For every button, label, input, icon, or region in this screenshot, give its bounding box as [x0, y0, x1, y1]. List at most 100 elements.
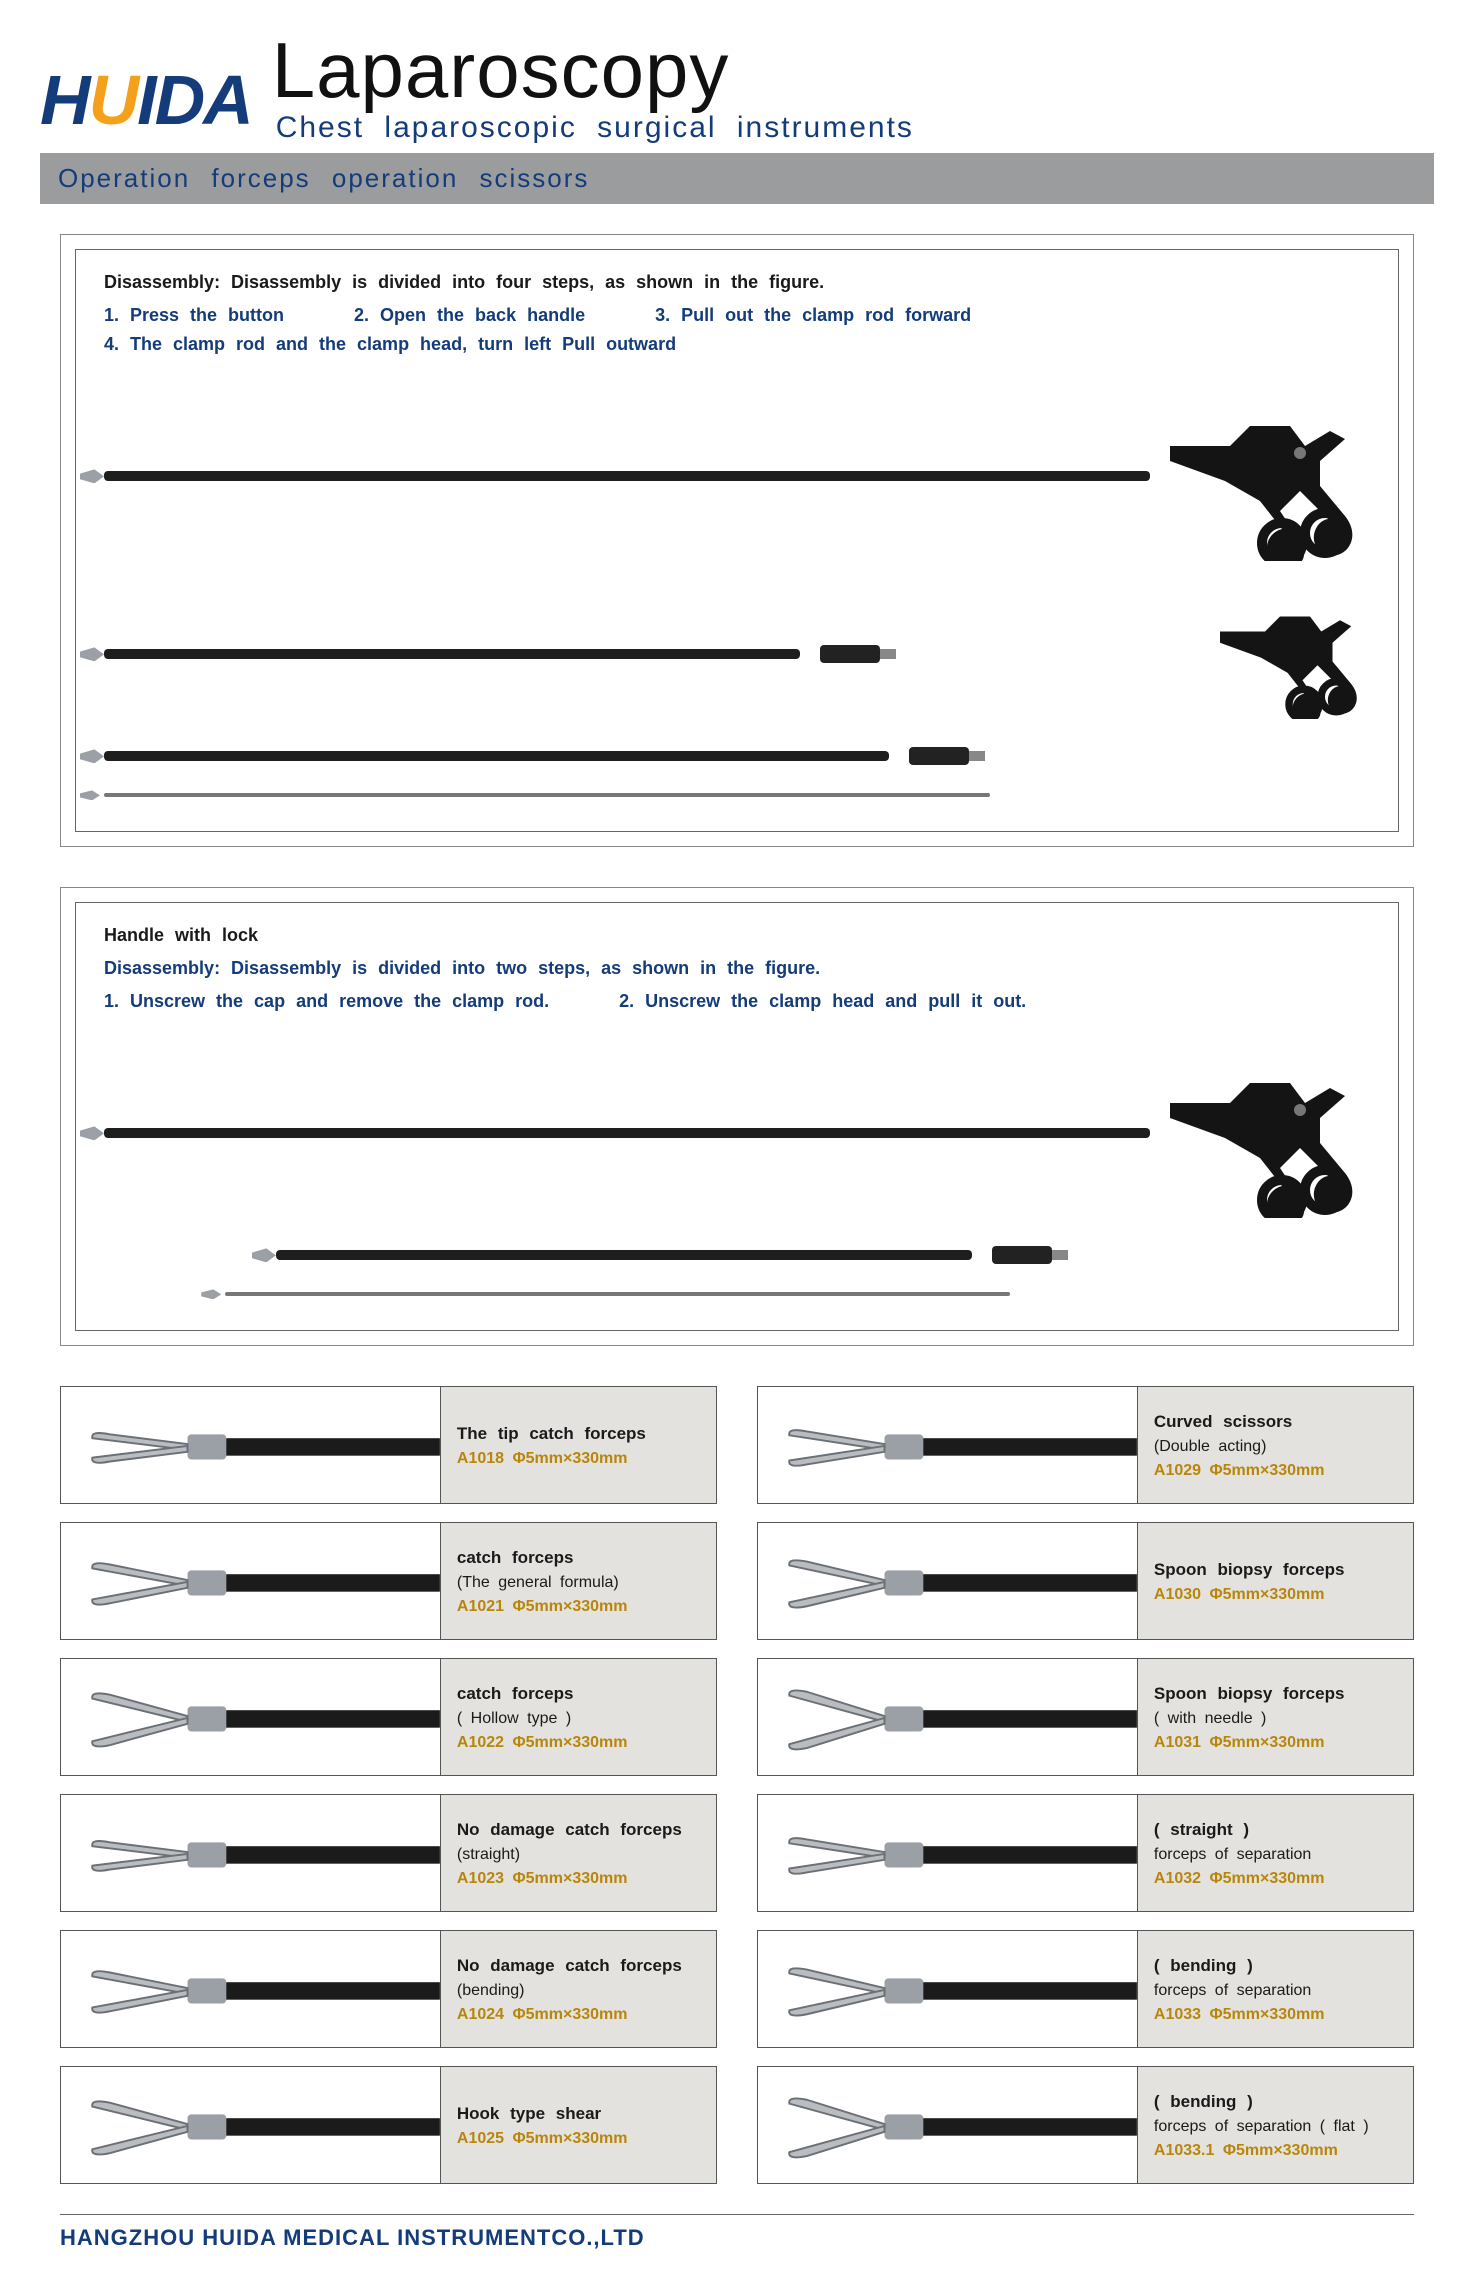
step-text: 1. Press the button [104, 305, 284, 326]
product-info: catch forceps (The general formula) A102… [441, 1523, 716, 1639]
product-image [758, 1795, 1138, 1911]
step-text: 2. Open the back handle [354, 305, 585, 326]
product-image [61, 1659, 441, 1775]
product-info: No damage catch forceps (straight) A1023… [441, 1795, 716, 1911]
product-code: A1023 Φ5mm×330mm [457, 1870, 700, 1888]
instrument-inner-rod [104, 1292, 1370, 1296]
product-card: ( bending ) forceps of separation A1033 … [757, 1930, 1414, 2048]
product-name: Spoon biopsy forceps [1154, 1559, 1397, 1580]
product-image [758, 2067, 1138, 2183]
logo-letter: A [203, 65, 252, 135]
product-image [61, 1931, 441, 2047]
shaft-icon [104, 471, 1150, 481]
product-code: A1030 Φ5mm×330mm [1154, 1586, 1397, 1604]
product-name: Spoon biopsy forceps [1154, 1683, 1397, 1704]
product-subname: (Double acting) [1154, 1438, 1397, 1456]
handle-label: Handle with lock [104, 925, 1370, 946]
product-card: Curved scissors (Double acting) A1029 Φ5… [757, 1386, 1414, 1504]
logo-letter: H [40, 65, 89, 135]
product-image [758, 1931, 1138, 2047]
product-card: ( straight ) forceps of separation A1032… [757, 1794, 1414, 1912]
product-info: The tip catch forceps A1018 Φ5mm×330mm [441, 1387, 716, 1503]
product-subname: (bending) [457, 1982, 700, 2000]
product-info: Hook type shear A1025 Φ5mm×330mm [441, 2067, 716, 2183]
product-subname: ( with needle ) [1154, 1710, 1397, 1728]
product-code: A1033 Φ5mm×330mm [1154, 2006, 1397, 2024]
step-text: 2. Unscrew the clamp head and pull it ou… [619, 991, 1026, 1012]
product-card: No damage catch forceps (bending) A1024 … [60, 1930, 717, 2048]
page-title: Laparoscopy [272, 30, 914, 112]
title-block: Laparoscopy Chest laparoscopic surgical … [272, 30, 914, 143]
shaft-icon [104, 751, 889, 761]
product-subname: forceps of separation ( flat ) [1154, 2118, 1397, 2136]
product-name: ( bending ) [1154, 1955, 1397, 1976]
product-info: No damage catch forceps (bending) A1024 … [441, 1931, 716, 2047]
connector-icon [909, 747, 969, 765]
instrument-outer-shaft [104, 747, 1370, 765]
panel-steps: 1. Press the button 2. Open the back han… [104, 305, 1370, 355]
instrument-diagram [104, 1038, 1370, 1302]
product-name: Hook type shear [457, 2103, 700, 2124]
product-name: The tip catch forceps [457, 1423, 700, 1444]
step-text: 1. Unscrew the cap and remove the clamp … [104, 991, 549, 1012]
disassembly-panel-4step: Disassembly: Disassembly is divided into… [75, 249, 1399, 832]
product-name: catch forceps [457, 1547, 700, 1568]
product-code: A1033.1 Φ5mm×330mm [1154, 2142, 1397, 2160]
product-card: catch forceps (The general formula) A102… [60, 1522, 717, 1640]
product-code: A1025 Φ5mm×330mm [457, 2130, 700, 2148]
section-bar: Operation forceps operation scissors [40, 153, 1434, 204]
product-code: A1032 Φ5mm×330mm [1154, 1870, 1397, 1888]
product-name: Curved scissors [1154, 1411, 1397, 1432]
shaft-icon [104, 1128, 1150, 1138]
product-card: Hook type shear A1025 Φ5mm×330mm [60, 2066, 717, 2184]
product-code: A1018 Φ5mm×330mm [457, 1450, 700, 1468]
instrument-assembled [104, 391, 1370, 561]
product-card: No damage catch forceps (straight) A1023… [60, 1794, 717, 1912]
product-card: ( bending ) forceps of separation ( flat… [757, 2066, 1414, 2184]
product-image [61, 1387, 441, 1503]
panel-lead: Disassembly: Disassembly is divided into… [104, 958, 1370, 979]
product-code: A1029 Φ5mm×330mm [1154, 1462, 1397, 1480]
product-info: Spoon biopsy forceps A1030 Φ5mm×330mm [1138, 1523, 1413, 1639]
product-name: ( straight ) [1154, 1819, 1397, 1840]
product-subname: ( Hollow type ) [457, 1710, 700, 1728]
product-subname: forceps of separation [1154, 1982, 1397, 2000]
handle-icon [1220, 589, 1370, 719]
product-info: ( straight ) forceps of separation A1032… [1138, 1795, 1413, 1911]
product-image [758, 1659, 1138, 1775]
shaft-icon [104, 649, 800, 659]
product-info: Curved scissors (Double acting) A1029 Φ5… [1138, 1387, 1413, 1503]
product-image [758, 1523, 1138, 1639]
product-code: A1031 Φ5mm×330mm [1154, 1734, 1397, 1752]
panel-steps: 1. Unscrew the cap and remove the clamp … [104, 991, 1370, 1012]
rod-icon [225, 1292, 1010, 1296]
instrument-shaft-connector-handle [104, 589, 1370, 719]
page-subtitle: Chest laparoscopic surgical instruments [272, 112, 914, 144]
instrument-inner-rod [104, 793, 1370, 797]
panel-lead: Disassembly: Disassembly is divided into… [104, 272, 1370, 293]
instrument-assembled [104, 1048, 1370, 1218]
brand-logo: H U I D A [40, 65, 252, 143]
instrument-diagram [104, 381, 1370, 803]
product-info: ( bending ) forceps of separation A1033 … [1138, 1931, 1413, 2047]
product-info: ( bending ) forceps of separation ( flat… [1138, 2067, 1413, 2183]
product-card: The tip catch forceps A1018 Φ5mm×330mm [60, 1386, 717, 1504]
product-subname: (straight) [457, 1846, 700, 1864]
product-code: A1024 Φ5mm×330mm [457, 2006, 700, 2024]
instrument-shaft-connector [104, 1246, 1370, 1264]
logo-letter: I [137, 65, 154, 135]
product-code: A1021 Φ5mm×330mm [457, 1598, 700, 1616]
rod-icon [104, 793, 990, 797]
product-name: catch forceps [457, 1683, 700, 1704]
company-footer: HANGZHOU HUIDA MEDICAL INSTRUMENTCO.,LTD [60, 2214, 1414, 2251]
product-grid: The tip catch forceps A1018 Φ5mm×330mm C… [60, 1386, 1414, 2184]
step-text: 4. The clamp rod and the clamp head, tur… [104, 334, 676, 355]
step-text: 3. Pull out the clamp rod forward [655, 305, 971, 326]
product-info: catch forceps ( Hollow type ) A1022 Φ5mm… [441, 1659, 716, 1775]
product-name: ( bending ) [1154, 2091, 1397, 2112]
product-name: No damage catch forceps [457, 1819, 700, 1840]
logo-letter: D [155, 65, 204, 135]
product-name: No damage catch forceps [457, 1955, 700, 1976]
disassembly-panel-outer: Disassembly: Disassembly is divided into… [60, 234, 1414, 847]
product-image [758, 1387, 1138, 1503]
